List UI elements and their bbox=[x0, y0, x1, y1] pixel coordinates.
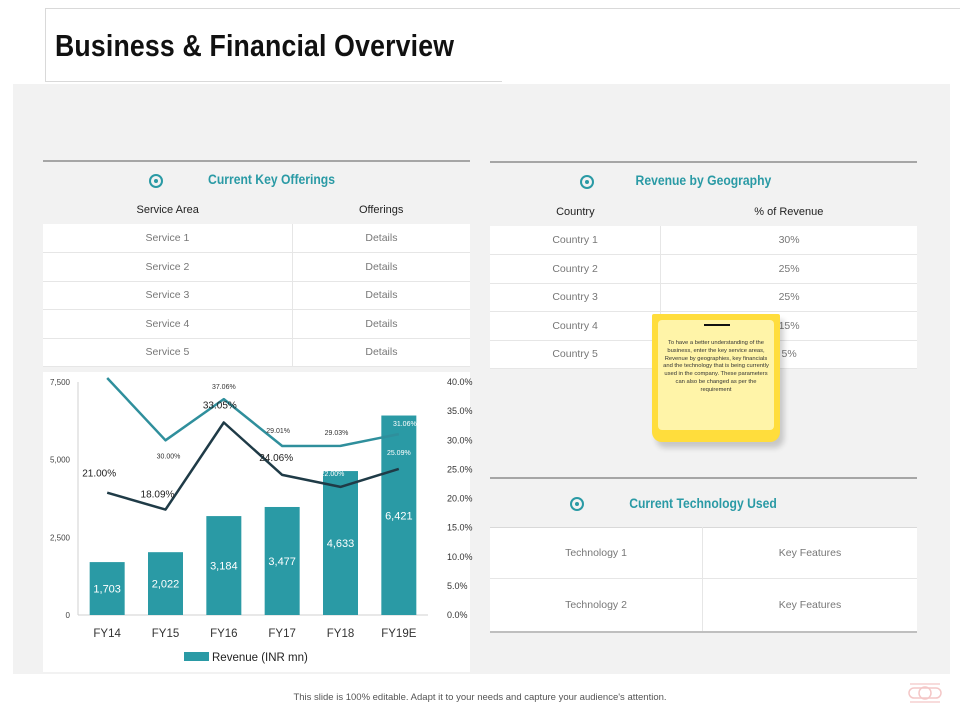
cell: 25% bbox=[660, 254, 917, 284]
table-row: Service 2 Details bbox=[43, 252, 470, 282]
cell: Details bbox=[292, 252, 470, 282]
offerings-col-offerings: Offerings bbox=[292, 196, 470, 224]
table-row: Service 3 Details bbox=[43, 281, 470, 310]
cell: Details bbox=[292, 281, 470, 310]
offerings-card: Current Key Offerings Service Area Offer… bbox=[43, 160, 470, 368]
cell: Details bbox=[292, 309, 470, 339]
sticky-note-paper bbox=[658, 320, 774, 430]
table-row: Service 5 Details bbox=[43, 338, 470, 367]
sticky-note-tape bbox=[704, 324, 730, 326]
cell: Country 1 bbox=[490, 226, 662, 255]
cell: 30% bbox=[660, 226, 917, 255]
offerings-table: Service Area Offerings Service 1 Details … bbox=[43, 196, 470, 367]
cell: Country 3 bbox=[490, 283, 662, 312]
table-row: Country 3 25% bbox=[490, 283, 917, 312]
cell: Technology 2 bbox=[490, 578, 704, 633]
cell: 25% bbox=[660, 283, 917, 312]
cell: Key Features bbox=[702, 578, 917, 633]
geography-col-revenue: % of Revenue bbox=[660, 198, 917, 226]
corner-logo-icon bbox=[908, 683, 942, 703]
cell: Key Features bbox=[702, 527, 917, 579]
offerings-col-service-area: Service Area bbox=[43, 196, 293, 224]
cell: Service 4 bbox=[43, 309, 293, 339]
technology-header: Current Technology Used bbox=[490, 477, 917, 527]
offerings-header: Current Key Offerings bbox=[43, 160, 470, 196]
footer-text: This slide is 100% editable. Adapt it to… bbox=[293, 692, 667, 703]
table-row: Country 1 30% bbox=[490, 226, 917, 255]
cell: Service 2 bbox=[43, 252, 293, 282]
gears-icon bbox=[570, 497, 584, 511]
cell: Country 4 bbox=[490, 311, 662, 341]
cell: Service 3 bbox=[43, 281, 293, 310]
table-row: Service 4 Details bbox=[43, 309, 470, 339]
cell: Country 2 bbox=[490, 254, 662, 284]
cell: Details bbox=[292, 224, 470, 253]
cell: Details bbox=[292, 338, 470, 367]
technology-card: Current Technology Used Technology 1 Key … bbox=[490, 477, 917, 633]
geography-table: Country % of Revenue Country 1 30% Countr… bbox=[490, 198, 917, 369]
table-row: Technology 1 Key Features bbox=[490, 527, 917, 579]
sticky-note: To have a better understanding of the bu… bbox=[652, 314, 780, 442]
table-row: Technology 2 Key Features bbox=[490, 578, 917, 633]
geography-title: Revenue by Geography bbox=[635, 172, 772, 188]
page-title: Business & Financial Overview bbox=[55, 28, 455, 63]
technology-table: Technology 1 Key Features Technology 2 Key… bbox=[490, 527, 917, 633]
geography-card: Revenue by Geography Country % of Revenu… bbox=[490, 160, 917, 369]
cell: Technology 1 bbox=[490, 527, 704, 579]
offerings-title: Current Key Offerings bbox=[208, 171, 335, 187]
table-row: Service 1 Details bbox=[43, 224, 470, 253]
geography-col-country: Country bbox=[490, 198, 661, 226]
sticky-note-text: To have a better understanding of the bu… bbox=[663, 340, 769, 393]
globe-icon bbox=[580, 175, 594, 189]
technology-title: Current Technology Used bbox=[629, 495, 778, 511]
title-frame bbox=[45, 8, 502, 82]
cell: Service 1 bbox=[43, 224, 293, 253]
table-row: Country 2 25% bbox=[490, 254, 917, 284]
title-top-rule bbox=[45, 8, 960, 9]
geography-header: Revenue by Geography bbox=[490, 161, 917, 197]
cell: Service 5 bbox=[43, 338, 293, 367]
cell: Country 5 bbox=[490, 340, 662, 369]
people-icon bbox=[149, 174, 163, 188]
